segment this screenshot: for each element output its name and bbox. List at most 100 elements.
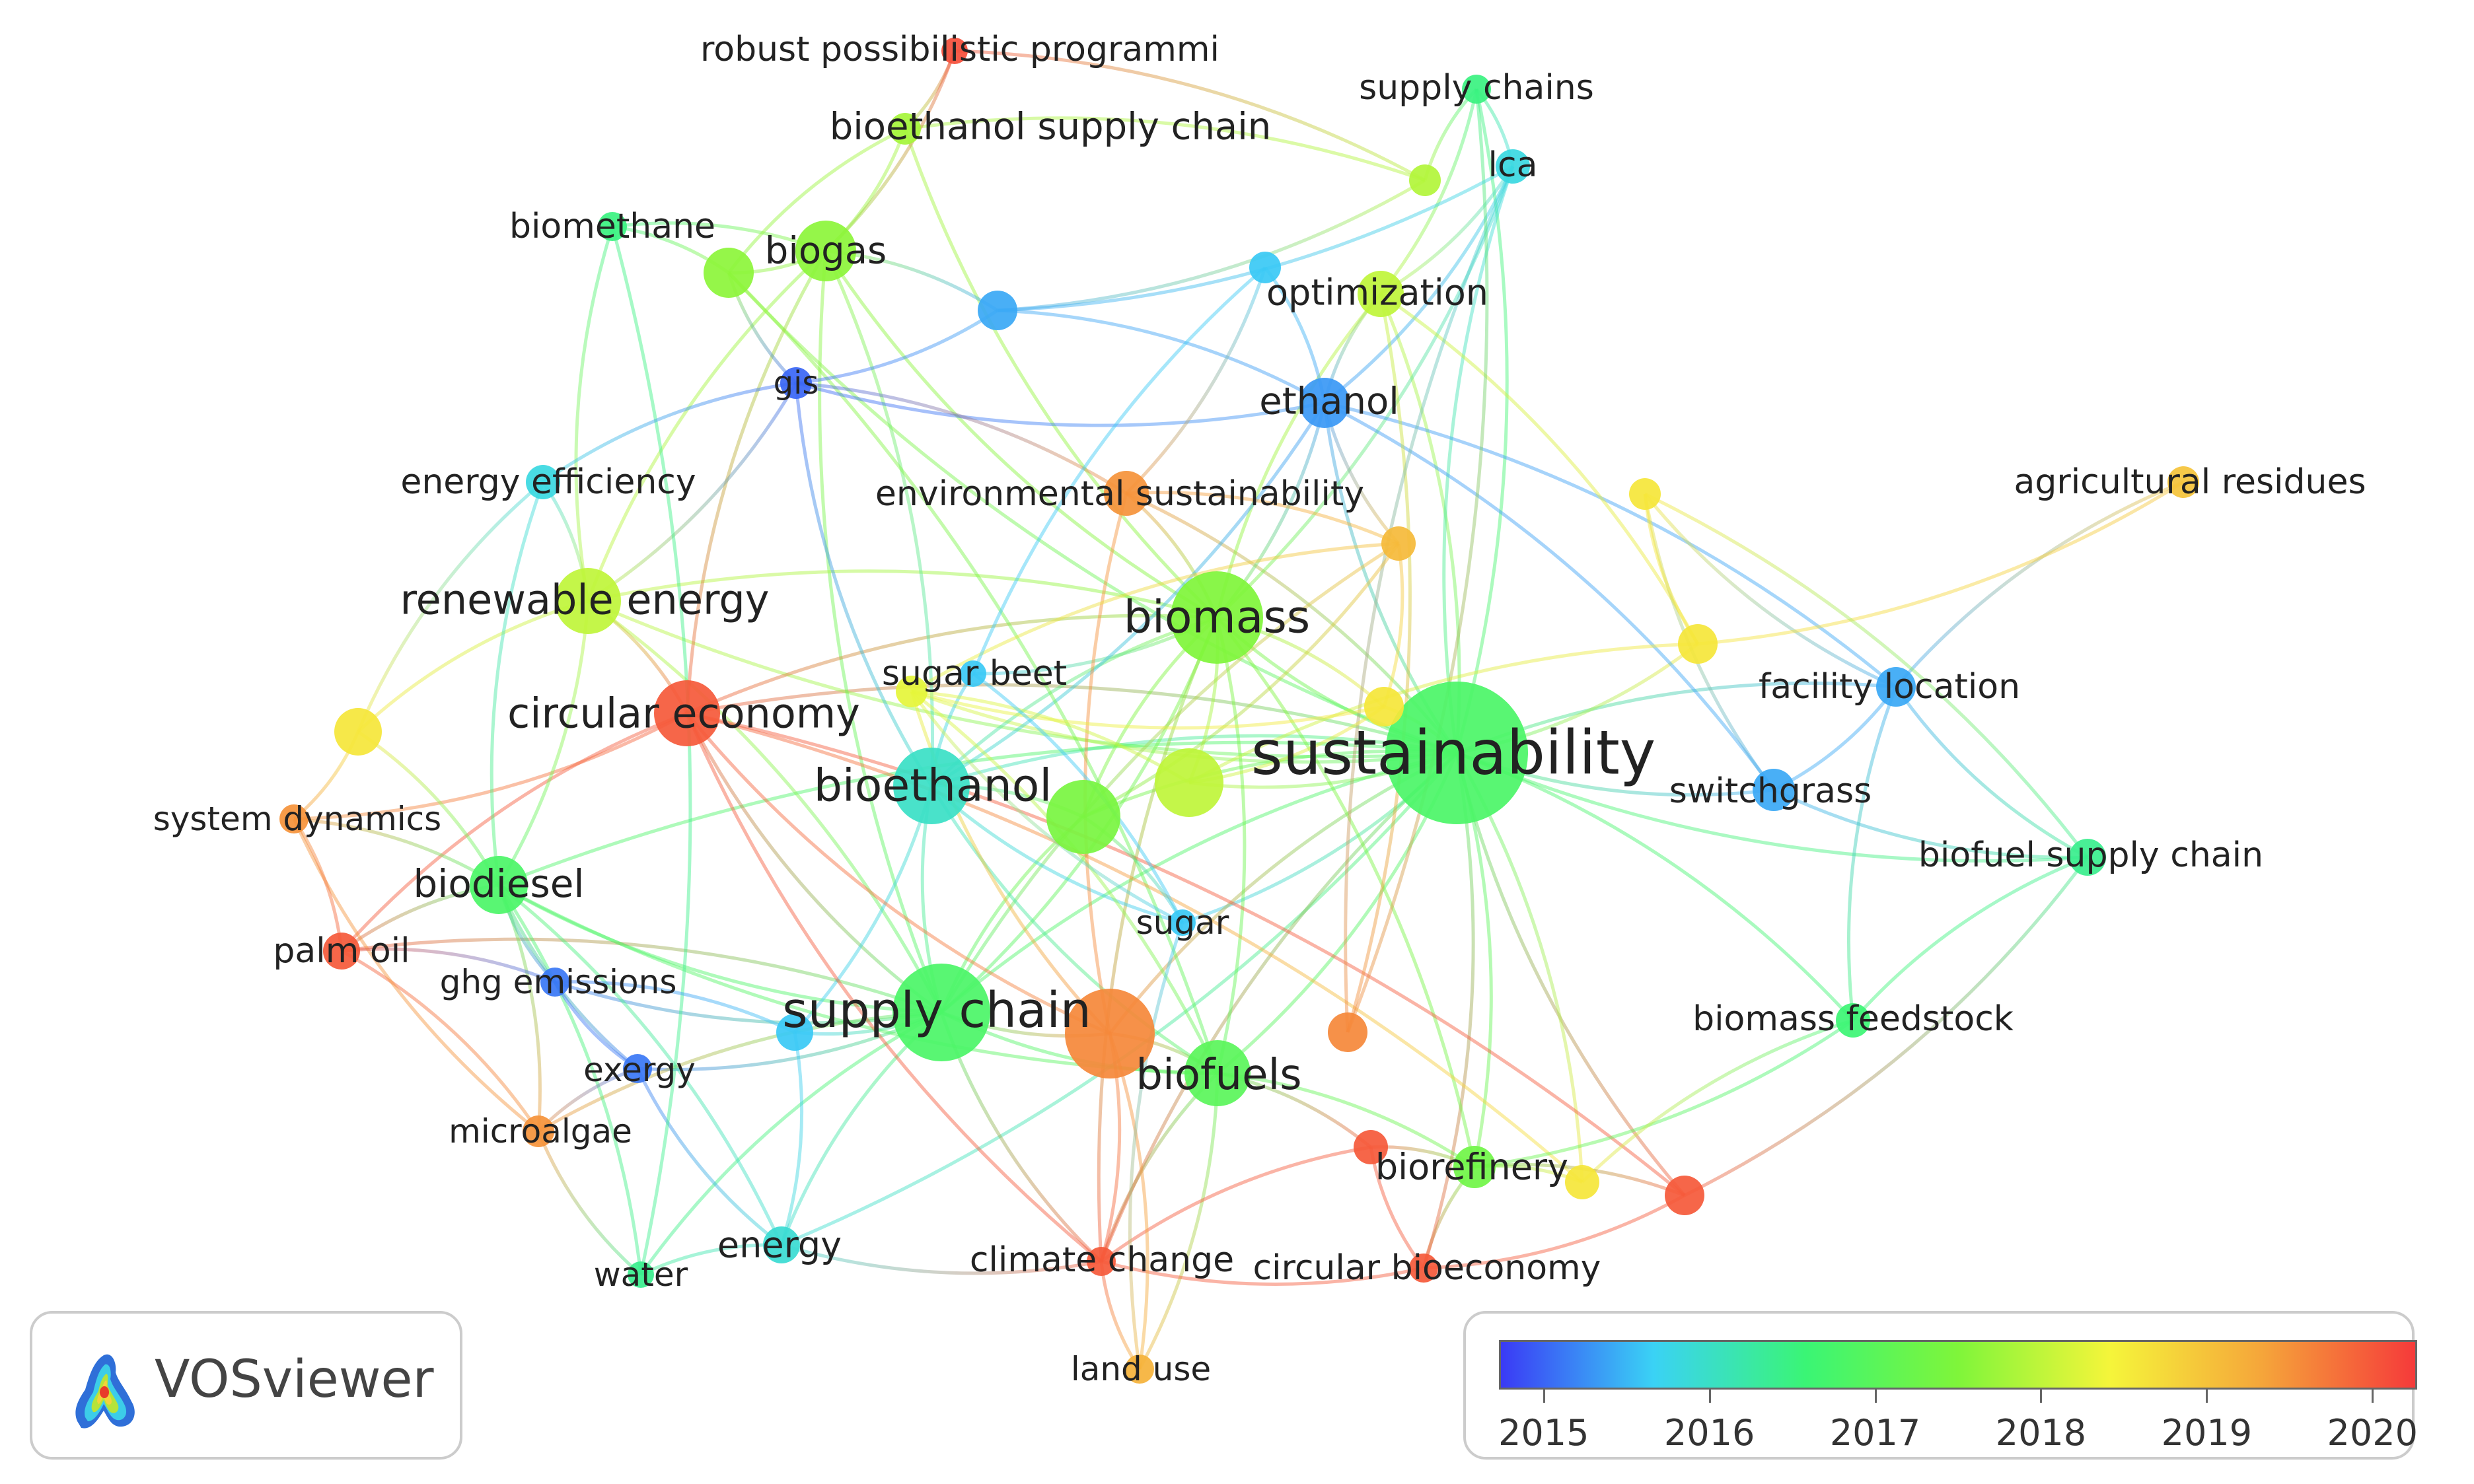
label-biofuel-supply-chain[interactable]: biofuel supply chain bbox=[1918, 835, 2263, 875]
node-biodiesel[interactable] bbox=[470, 856, 528, 914]
node-biofuel-supply-chain[interactable] bbox=[2069, 839, 2106, 876]
link-biomass-circular-economy bbox=[686, 614, 1218, 715]
node-n11[interactable] bbox=[978, 291, 1017, 330]
node-n9[interactable] bbox=[1565, 1165, 1599, 1199]
label-agricultural-residues[interactable]: agricultural residues bbox=[2014, 462, 2366, 502]
label-robust-possibilistic-programmi[interactable]: robust possibilistic programmi bbox=[700, 30, 1219, 69]
label-biogas[interactable]: biogas bbox=[765, 230, 887, 273]
label-water[interactable]: water bbox=[594, 1255, 688, 1294]
node-n16[interactable] bbox=[1409, 164, 1441, 196]
label-biorefinery[interactable]: biorefinery bbox=[1375, 1147, 1568, 1188]
node-n13[interactable] bbox=[1381, 526, 1416, 561]
node-biofuels[interactable] bbox=[1184, 1040, 1251, 1106]
node-circular-bioeconomy[interactable] bbox=[1409, 1254, 1438, 1283]
node-sugar[interactable] bbox=[1169, 909, 1196, 936]
label-energy[interactable]: energy bbox=[717, 1224, 842, 1266]
node-biomass-feedstock[interactable] bbox=[1836, 1003, 1870, 1038]
node-gis[interactable] bbox=[780, 367, 812, 399]
vosviewer-logo-icon bbox=[75, 1354, 135, 1429]
node-n8[interactable] bbox=[1665, 1176, 1704, 1215]
node-renewable-energy[interactable] bbox=[555, 568, 621, 634]
node-facility-location[interactable] bbox=[1876, 667, 1916, 707]
label-facility-location[interactable]: facility location bbox=[1759, 667, 2020, 707]
node-exergy[interactable] bbox=[623, 1054, 652, 1083]
node-switchgrass[interactable] bbox=[1753, 769, 1795, 811]
node-n10[interactable] bbox=[1678, 624, 1718, 664]
node-biorefinery[interactable] bbox=[1453, 1146, 1496, 1188]
node-agricultural-residues[interactable] bbox=[2167, 466, 2199, 498]
label-land-use[interactable]: land use bbox=[1071, 1350, 1211, 1388]
node-n5[interactable] bbox=[704, 248, 754, 298]
link-n10-agricultural-residues bbox=[1697, 480, 2185, 646]
node-ethanol[interactable] bbox=[1299, 378, 1350, 428]
label-circular-bioeconomy[interactable]: circular bioeconomy bbox=[1253, 1248, 1601, 1288]
node-n2[interactable] bbox=[1155, 748, 1223, 817]
node-n18[interactable] bbox=[1249, 252, 1281, 283]
node-n15[interactable] bbox=[1629, 478, 1661, 510]
node-supply-chain[interactable] bbox=[892, 964, 990, 1061]
link-sustainability-renewable-energy bbox=[587, 599, 1457, 759]
label-palm-oil[interactable]: palm oil bbox=[273, 931, 410, 971]
label-biomass[interactable]: biomass bbox=[1124, 592, 1310, 644]
label-biodiesel[interactable]: biodiesel bbox=[413, 861, 584, 906]
node-biogas[interactable] bbox=[795, 221, 856, 281]
node-optimization[interactable] bbox=[1358, 271, 1404, 317]
node-sustainability[interactable] bbox=[1385, 682, 1528, 824]
node-system-dynamics[interactable] bbox=[279, 804, 309, 833]
node-n17[interactable] bbox=[1328, 1012, 1367, 1052]
link-n13-n1 bbox=[1082, 542, 1401, 819]
node-robust-possibilistic-programmi[interactable] bbox=[941, 38, 968, 64]
label-gis[interactable]: gis bbox=[774, 365, 819, 402]
node-circular-economy[interactable] bbox=[654, 680, 720, 746]
label-switchgrass[interactable]: switchgrass bbox=[1669, 771, 1872, 811]
node-climate-change[interactable] bbox=[1087, 1247, 1116, 1276]
node-sugar-beet[interactable] bbox=[960, 660, 986, 687]
node-environmental-sustainability[interactable] bbox=[1104, 471, 1149, 516]
node-n6[interactable] bbox=[896, 676, 928, 707]
node-lca[interactable] bbox=[1496, 149, 1530, 184]
label-system-dynamics[interactable]: system dynamics bbox=[153, 800, 441, 838]
label-exergy[interactable]: exergy bbox=[583, 1051, 696, 1089]
label-microalgae[interactable]: microalgae bbox=[449, 1112, 632, 1150]
label-optimization[interactable]: optimization bbox=[1266, 272, 1488, 314]
link-bioethanol-biogas bbox=[824, 250, 934, 787]
label-ethanol[interactable]: ethanol bbox=[1259, 380, 1399, 423]
label-sustainability[interactable]: sustainability bbox=[1251, 718, 1655, 789]
node-n1[interactable] bbox=[1046, 780, 1120, 854]
label-sugar-beet[interactable]: sugar beet bbox=[882, 654, 1067, 693]
node-n7[interactable] bbox=[1354, 1130, 1388, 1164]
node-microalgae[interactable] bbox=[523, 1115, 554, 1147]
label-sugar[interactable]: sugar bbox=[1136, 903, 1229, 942]
node-ghg-emissions[interactable] bbox=[540, 968, 569, 997]
node-bioethanol-supply-chain[interactable] bbox=[889, 113, 921, 145]
label-biomethane[interactable]: biomethane bbox=[509, 207, 715, 246]
vosviewer-logo-text: VOSviewer bbox=[155, 1350, 434, 1409]
label-ghg-emissions[interactable]: ghg emissions bbox=[440, 963, 677, 1001]
label-lca[interactable]: lca bbox=[1488, 145, 1538, 185]
label-circular-economy[interactable]: circular economy bbox=[507, 689, 860, 738]
node-n4[interactable] bbox=[1065, 989, 1155, 1078]
node-n14[interactable] bbox=[334, 708, 382, 756]
node-energy-efficiency[interactable] bbox=[526, 465, 560, 499]
link-supply-chain-microalgae bbox=[537, 1010, 942, 1133]
label-biomass-feedstock[interactable]: biomass feedstock bbox=[1692, 999, 2014, 1039]
node-supply-chains[interactable] bbox=[1462, 75, 1491, 104]
label-climate-change[interactable]: climate change bbox=[970, 1240, 1234, 1280]
node-bioethanol[interactable] bbox=[893, 748, 970, 824]
label-bioethanol[interactable]: bioethanol bbox=[814, 760, 1052, 812]
label-environmental-sustainability[interactable]: environmental sustainability bbox=[875, 474, 1364, 514]
node-land-use[interactable] bbox=[1125, 1355, 1154, 1384]
node-biomass[interactable] bbox=[1171, 571, 1263, 664]
label-supply-chain[interactable]: supply chain bbox=[782, 982, 1091, 1039]
label-renewable-energy[interactable]: renewable energy bbox=[400, 576, 770, 624]
node-n12[interactable] bbox=[776, 1014, 813, 1051]
label-bioethanol-supply-chain[interactable]: bioethanol supply chain bbox=[830, 106, 1272, 149]
node-water[interactable] bbox=[628, 1261, 654, 1288]
label-supply-chains[interactable]: supply chains bbox=[1359, 68, 1594, 108]
node-biomethane[interactable] bbox=[598, 212, 627, 241]
node-n3[interactable] bbox=[1364, 687, 1404, 726]
node-palm-oil[interactable] bbox=[323, 933, 360, 970]
label-energy-efficiency[interactable]: energy efficiency bbox=[400, 462, 696, 502]
label-biofuels[interactable]: biofuels bbox=[1136, 1051, 1301, 1100]
node-energy[interactable] bbox=[763, 1226, 800, 1263]
